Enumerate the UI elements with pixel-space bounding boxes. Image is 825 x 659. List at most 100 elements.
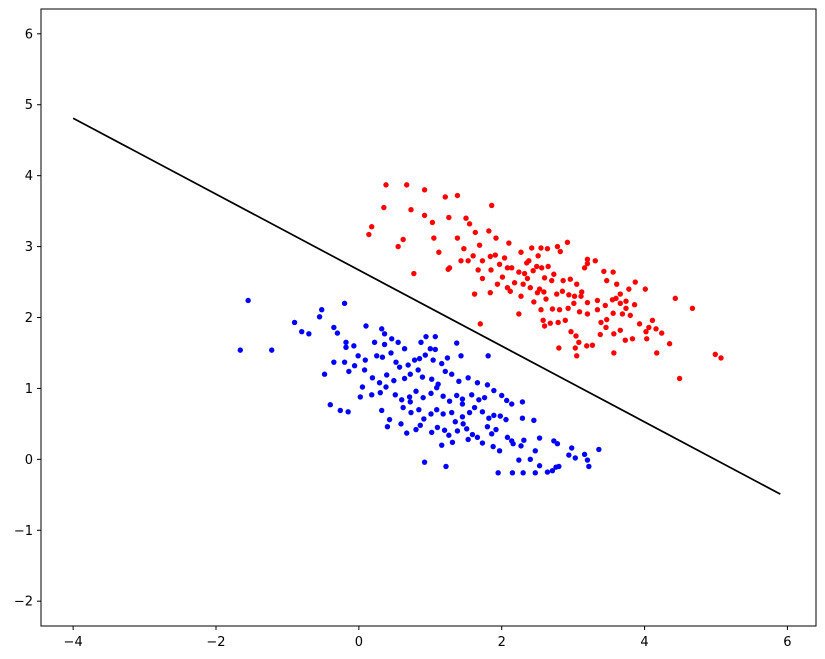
- data-point: [399, 397, 405, 403]
- data-point: [543, 296, 549, 302]
- y-tick-label: 5: [25, 98, 33, 113]
- data-point: [504, 434, 511, 441]
- data-point: [470, 253, 476, 259]
- data-point: [371, 339, 378, 346]
- data-point: [566, 292, 572, 298]
- data-point: [454, 340, 460, 346]
- data-point: [458, 258, 464, 264]
- data-point: [594, 297, 601, 304]
- data-point: [452, 419, 458, 425]
- data-point: [581, 451, 588, 458]
- data-point: [614, 281, 620, 287]
- data-point: [446, 432, 452, 438]
- data-point: [479, 258, 486, 264]
- data-point: [584, 343, 590, 349]
- data-point: [520, 281, 526, 287]
- data-point: [431, 235, 437, 241]
- data-point: [379, 407, 385, 414]
- data-point: [245, 297, 251, 304]
- data-point: [510, 441, 516, 447]
- data-point: [432, 333, 438, 340]
- data-point: [363, 323, 369, 329]
- data-point: [454, 192, 461, 199]
- data-point: [518, 249, 524, 255]
- data-point: [421, 459, 428, 465]
- data-point: [554, 441, 561, 447]
- data-point: [544, 469, 551, 475]
- data-point: [374, 353, 380, 359]
- data-point: [594, 306, 601, 313]
- data-point: [416, 355, 423, 362]
- data-point: [654, 350, 660, 356]
- data-point: [407, 371, 413, 377]
- data-point: [331, 324, 337, 331]
- data-point: [649, 317, 656, 324]
- data-point: [421, 416, 427, 422]
- series-2: [72, 117, 781, 495]
- data-point: [459, 414, 466, 420]
- data-point: [672, 295, 678, 302]
- data-point: [565, 305, 571, 311]
- data-point: [623, 298, 629, 304]
- data-point: [369, 375, 376, 381]
- data-point: [432, 346, 438, 353]
- data-point: [416, 406, 422, 413]
- data-point: [460, 421, 466, 427]
- data-point: [653, 326, 659, 332]
- data-point: [584, 311, 591, 317]
- data-point: [521, 437, 527, 443]
- data-point: [613, 295, 619, 302]
- data-point: [627, 312, 633, 319]
- data-point: [499, 274, 506, 280]
- data-point: [524, 260, 530, 266]
- data-point: [422, 352, 428, 358]
- data-point: [491, 412, 497, 419]
- data-point: [531, 417, 537, 424]
- data-point: [573, 333, 579, 339]
- data-point: [393, 359, 399, 365]
- data-point: [576, 339, 582, 346]
- data-point: [521, 270, 528, 277]
- data-point: [454, 235, 461, 241]
- data-point: [489, 431, 495, 437]
- data-point: [459, 401, 466, 407]
- data-point: [643, 328, 649, 335]
- data-point: [541, 275, 548, 281]
- data-point: [362, 357, 368, 363]
- data-point: [419, 374, 426, 380]
- data-point: [428, 411, 434, 417]
- data-point: [589, 342, 596, 348]
- data-point: [411, 270, 417, 277]
- data-point: [559, 288, 566, 294]
- data-point: [516, 457, 522, 463]
- data-point: [487, 289, 493, 296]
- data-point: [376, 380, 383, 386]
- data-point: [571, 300, 577, 307]
- data-point: [400, 404, 406, 411]
- data-point: [413, 388, 419, 394]
- data-point: [388, 350, 394, 356]
- data-point: [494, 281, 501, 287]
- data-point: [441, 427, 448, 433]
- data-point: [554, 291, 560, 297]
- data-point: [603, 324, 609, 331]
- data-point: [341, 359, 348, 365]
- data-point: [547, 320, 553, 326]
- data-point: [381, 341, 388, 348]
- data-point: [477, 321, 483, 327]
- data-point: [436, 249, 442, 255]
- data-point: [491, 387, 497, 394]
- data-point: [475, 267, 481, 273]
- data-point: [490, 443, 496, 450]
- data-point: [395, 339, 401, 346]
- data-point: [487, 253, 493, 260]
- data-point: [391, 377, 397, 384]
- x-tick-label: −2: [206, 635, 225, 650]
- data-point: [357, 394, 363, 400]
- data-point: [556, 463, 562, 470]
- data-point: [439, 360, 445, 367]
- data-point: [535, 253, 541, 259]
- x-tick-label: 2: [498, 635, 506, 650]
- data-point: [579, 289, 585, 295]
- data-point: [469, 431, 476, 438]
